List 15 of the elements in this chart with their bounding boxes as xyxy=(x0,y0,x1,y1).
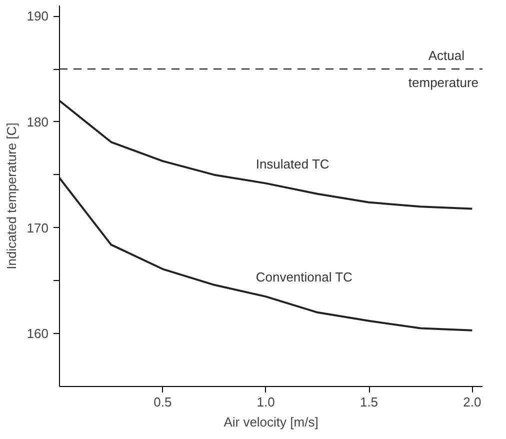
series-label: Insulated TC xyxy=(256,156,330,172)
x-tick-label: 0.5 xyxy=(154,394,172,410)
series-label: Conventional TC xyxy=(256,270,352,285)
y-axis-title: Indicated temperature [C] xyxy=(4,122,19,270)
y-tick-label: 170 xyxy=(26,220,49,236)
ref-line-label: Actual temperature xyxy=(408,48,479,90)
y-tick-label: 160 xyxy=(26,326,49,342)
y-tick-label: 180 xyxy=(26,114,49,130)
y-tick-label: 190 xyxy=(26,8,49,24)
x-axis-title: Air velocity [m/s] xyxy=(224,414,318,430)
x-tick-label: 2.0 xyxy=(463,394,482,410)
line-series xyxy=(60,100,474,210)
line-series xyxy=(60,177,474,332)
x-tick-label: 1.5 xyxy=(360,394,378,410)
x-tick-label: 1.0 xyxy=(256,394,275,410)
